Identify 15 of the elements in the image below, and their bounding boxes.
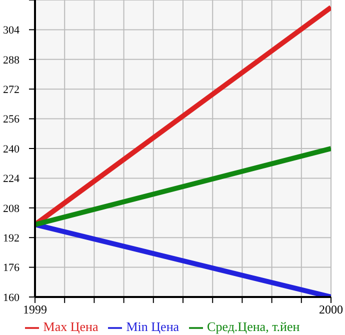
y-tick-label: 224 — [3, 173, 20, 186]
x-tick-label: 1999 — [23, 302, 47, 317]
y-tick-label: 192 — [3, 232, 20, 244]
legend-label: Max Цена — [43, 318, 98, 334]
x-tick-label: 2000 — [319, 302, 343, 317]
legend-label: Сред.Цена, т.йен — [207, 318, 300, 334]
legend-label: Min Цена — [126, 318, 180, 334]
y-tick-label: 208 — [3, 202, 20, 215]
y-tick-label: 304 — [3, 24, 20, 37]
y-tick-label: 288 — [3, 54, 20, 66]
y-tick-label: 256 — [3, 114, 20, 126]
y-tick-label: 160 — [3, 292, 20, 304]
y-tick-label: 272 — [3, 84, 20, 96]
y-tick-label: 176 — [3, 262, 20, 274]
y-tick-label: 240 — [3, 143, 20, 156]
